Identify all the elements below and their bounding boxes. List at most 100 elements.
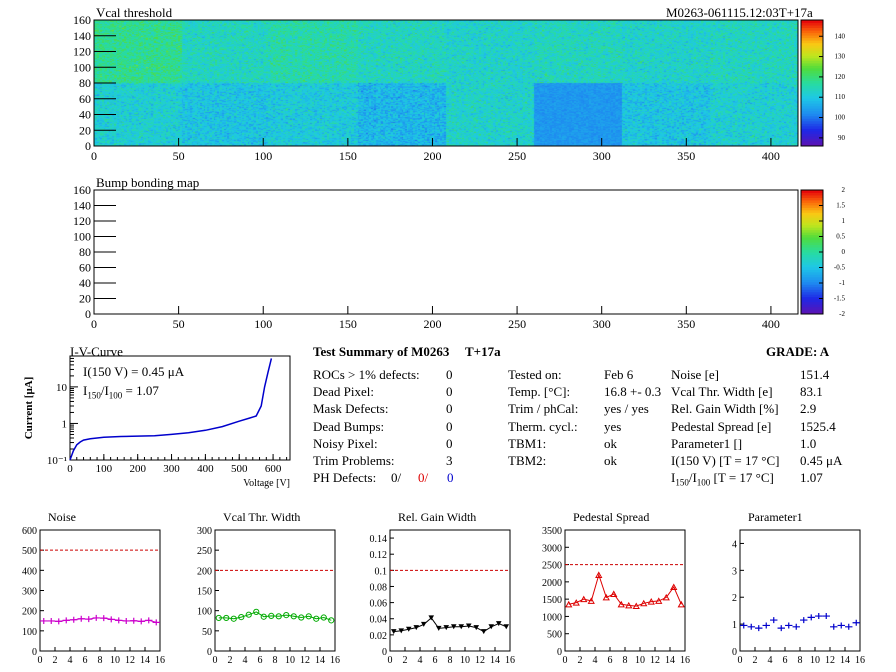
x-tick-label: 14	[140, 655, 150, 666]
iv-y-tick-label: 10⁻¹	[47, 455, 67, 467]
data-point	[503, 624, 510, 630]
chart-pedestal: Pedestal Spread 0 500 1000 1500 2000 2500 3000 3…	[542, 510, 690, 666]
palette-label: 120	[835, 73, 846, 81]
y-tick-label: 0	[85, 307, 91, 321]
data-point	[253, 608, 260, 615]
data-point	[488, 624, 495, 630]
ph-defects-value-2: 0/	[418, 470, 429, 485]
x-tick-label: 50	[173, 317, 185, 330]
palette-cell	[801, 27, 823, 31]
y-tick-label: 60	[79, 92, 91, 106]
y-tick-label: 20	[79, 292, 91, 306]
data-point	[62, 617, 70, 624]
data-point	[443, 625, 450, 631]
iv-x-tick-label: 300	[163, 463, 180, 475]
data-point	[602, 593, 610, 601]
chart-frame	[739, 529, 861, 652]
ph-defects-value-3: 0	[447, 470, 454, 485]
condition-row-label: TBM1:	[508, 435, 547, 451]
palette-cell	[801, 93, 823, 97]
y-tick-label: 80	[79, 76, 91, 90]
data-point	[632, 602, 640, 610]
palette-label: -2	[839, 310, 845, 318]
palette-cell	[801, 125, 823, 129]
x-tick-label: 200	[423, 149, 441, 163]
x-tick-label: 8	[448, 655, 453, 666]
x-tick-label: 14	[490, 655, 500, 666]
data-point	[845, 623, 853, 630]
y-tick-label: 4	[732, 539, 737, 550]
iv-x-tick-label: 200	[129, 463, 146, 475]
chart-frame	[389, 529, 511, 652]
x-tick-label: 6	[608, 655, 613, 666]
iv-annotation-ratio: I150/I100 = 1.07	[83, 383, 159, 401]
palette-cell	[801, 45, 823, 49]
vcal-map-axes: 0 50 100 150 200 250 300 350 4000204060801001201…	[73, 13, 846, 163]
data-point	[122, 617, 130, 624]
condition-row-value: 16.8 +- 0.3	[604, 384, 662, 400]
data-point	[85, 616, 93, 623]
iv-y-axis-label: Current [μA]	[23, 377, 35, 440]
condition-row-value: yes	[604, 418, 622, 434]
x-tick-label: 4	[243, 655, 248, 666]
data-point	[837, 622, 845, 629]
y-tick-label: 0.06	[370, 599, 388, 610]
palette-cell	[801, 123, 823, 127]
bump-map-title: Bump bonding map	[96, 175, 200, 190]
vcal-heatmap	[94, 20, 798, 146]
data-point	[298, 614, 305, 621]
data-point	[70, 616, 78, 623]
data-point	[130, 617, 138, 624]
data-point	[77, 615, 85, 622]
y-tick-label: 500	[547, 630, 562, 641]
palette-label: 110	[835, 93, 846, 101]
chart-title: Rel. Gain Width	[398, 510, 476, 524]
chart-gain: Rel. Gain Width 0 0.02 0.04 0.06 0.08 0.1 0.12 0…	[370, 510, 516, 666]
condition-row-value: ok	[604, 435, 617, 451]
x-tick-label: 2	[228, 655, 233, 666]
y-tick-label: 0.14	[370, 534, 388, 545]
palette-label: 1	[842, 217, 846, 225]
data-point	[755, 625, 763, 632]
x-tick-label: 2	[753, 655, 758, 666]
module-label: M0263-061115.12:03T+17a	[666, 5, 813, 20]
y-tick-label: 0.12	[370, 550, 388, 561]
palette-cell	[801, 22, 823, 26]
data-point	[320, 614, 327, 621]
chart-title: Pedestal Spread	[573, 510, 649, 524]
series-line	[568, 573, 682, 607]
iv-x-tick-label: 600	[265, 463, 282, 475]
y-tick-label: 100	[73, 230, 91, 244]
palette-cell	[801, 128, 823, 132]
data-point	[800, 617, 808, 624]
data-point	[398, 628, 405, 634]
palette-label: 2	[842, 186, 846, 194]
x-tick-label: 4	[418, 655, 423, 666]
data-point	[92, 614, 100, 621]
y-tick-label: 0	[382, 647, 387, 658]
data-point	[572, 599, 580, 606]
palette-cell	[801, 100, 823, 104]
data-point	[762, 622, 770, 629]
palette-cell	[801, 115, 823, 119]
y-tick-label: 3500	[542, 526, 562, 537]
iv-annotation-current: I(150 V) = 0.45 μA	[83, 364, 185, 379]
x-tick-label: 16	[855, 655, 865, 666]
y-tick-label: 140	[73, 199, 91, 213]
y-tick-label: 400	[22, 566, 37, 577]
data-point	[677, 600, 685, 608]
y-tick-label: 200	[197, 566, 212, 577]
palette-cell	[801, 259, 823, 263]
y-tick-label: 0	[557, 647, 562, 658]
data-point	[670, 583, 678, 591]
x-tick-label: 16	[330, 655, 340, 666]
palette-label: 0	[842, 248, 846, 256]
result-row-value: 1.0	[800, 435, 817, 451]
y-tick-label: 120	[73, 45, 91, 59]
palette-cell	[801, 202, 823, 206]
palette-cell	[801, 204, 823, 208]
